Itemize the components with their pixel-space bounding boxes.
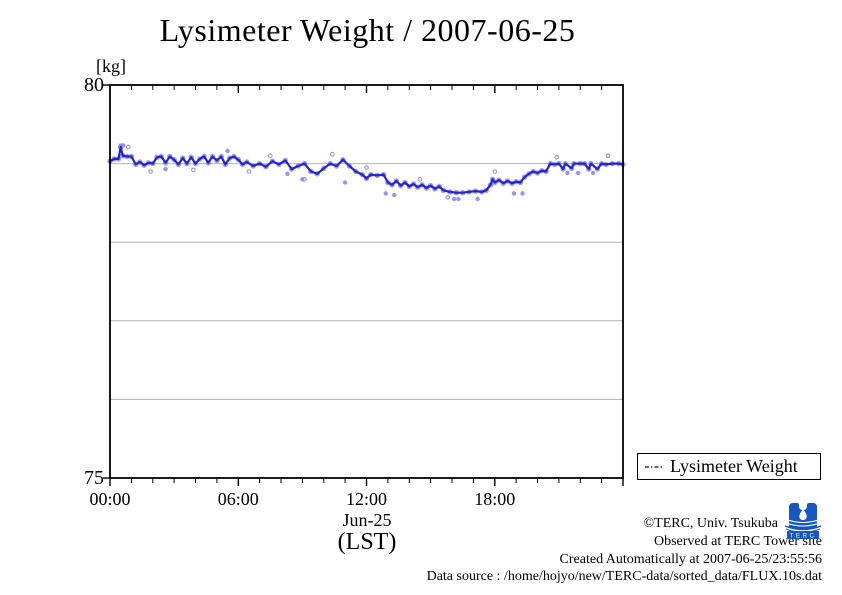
outlier-point [302,177,307,182]
outlier-point [285,171,290,176]
x-tick-label-18: 18:00 [474,489,516,509]
outlier-point [383,191,388,196]
outlier-point [125,144,131,150]
outlier-point [417,177,423,182]
x-axis-date-label: Jun-25 [342,510,392,530]
x-axis-timezone-label: (LST) [337,529,397,555]
axis-frame [109,84,624,479]
outlier-point [511,191,517,196]
outlier-point [520,191,525,196]
outlier-point [246,169,252,174]
outlier-point [148,169,153,174]
outlier-point [330,151,335,157]
outlier-point [575,170,581,176]
legend: Lysimeter Weight [637,453,821,480]
outlier-point [590,170,596,176]
terc-logo-icon: TERC [785,503,821,540]
outlier-point [268,153,273,158]
x-tick-label-00: 00:00 [89,489,131,509]
created-timestamp-text: Created Automatically at 2007-06-25/23:5… [559,552,822,567]
outlier-point [456,196,461,202]
outlier-point [392,192,397,198]
data-line [108,146,625,194]
outlier-point [492,169,498,174]
chart-title: Lysimeter Weight / 2007-06-25 [159,12,576,48]
data-source-text: Data source : /home/hojyo/new/TERC-data/… [426,569,822,584]
copyright-text: ©TERC, Univ. Tsukuba [643,516,779,531]
outlier-point [364,165,369,170]
terc-logo-text: TERC [790,533,817,540]
y-axis-unit-label: [kg] [96,56,126,76]
outlier-point [475,196,480,202]
x-tick-label-06: 06:00 [217,489,259,509]
outlier-point [121,143,126,148]
outlier-point [342,180,348,185]
outlier-point [191,167,196,173]
outlier-point [565,170,570,176]
outlier-point [554,155,560,160]
outlier-point [605,153,611,158]
y-axis-max-tick-label: 80 [84,74,104,96]
outlier-point [445,195,451,200]
legend-label: Lysimeter Weight [670,456,798,476]
x-tick-label-12: 12:00 [345,489,388,509]
legend-line-symbol-icon [645,465,663,468]
outlier-point [163,166,168,172]
y-axis-min-tick-label: 75 [84,467,104,489]
outlier-point [225,148,230,154]
outlier-point [451,196,457,202]
observed-site-text: Observed at TERC Tower site [653,534,822,549]
